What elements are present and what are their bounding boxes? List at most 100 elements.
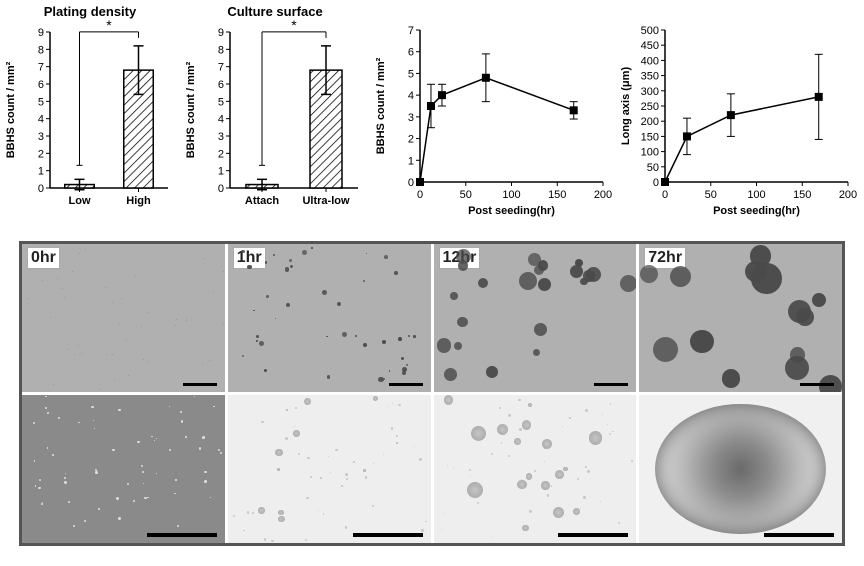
colony-blob [406, 364, 408, 366]
svg-text:9: 9 [218, 27, 224, 39]
svg-text:Post seeding(hr): Post seeding(hr) [713, 205, 800, 217]
plating-density-chart: Plating density 0123456789BBHS count / m… [0, 8, 180, 218]
svg-text:300: 300 [641, 86, 659, 98]
svg-text:7: 7 [38, 62, 44, 74]
culture-surface-chart: Culture surface 0123456789BBHS count / m… [180, 8, 370, 218]
colony-blob [457, 317, 467, 327]
colony-blob [259, 341, 264, 346]
svg-text:3: 3 [38, 131, 44, 143]
colony-blob [796, 308, 814, 326]
colony-blob [253, 310, 254, 311]
colony-blob [322, 290, 327, 295]
svg-text:6: 6 [218, 79, 224, 91]
colony-blob [620, 275, 636, 292]
svg-text:450: 450 [641, 40, 659, 52]
svg-text:Long axis (μm): Long axis (μm) [620, 67, 632, 146]
svg-text:*: * [106, 17, 112, 33]
colony-blob [311, 247, 312, 248]
colony-blob [286, 303, 290, 307]
colony-blob [575, 259, 583, 267]
colony-blob [256, 340, 258, 342]
colony-blob [408, 335, 410, 337]
scale-bar [147, 533, 217, 537]
colony-blob [256, 335, 259, 338]
colony-blob [538, 260, 548, 270]
colony-blob [289, 259, 292, 262]
micrograph-top-0: 0hr [22, 244, 225, 392]
svg-text:1: 1 [38, 166, 44, 178]
svg-text:5: 5 [408, 68, 414, 80]
svg-text:7: 7 [218, 62, 224, 74]
colony-blob [486, 366, 498, 378]
colony-blob [355, 335, 357, 337]
colony-blob [413, 335, 416, 338]
svg-text:400: 400 [641, 55, 659, 67]
culture-surface-svg: 0123456789BBHS count / mm²AttachUltra-lo… [180, 8, 370, 218]
longaxis-timecourse-chart: 0501001502002503003504004505000501001502… [615, 8, 860, 218]
svg-text:BBHS count / mm²: BBHS count / mm² [185, 61, 197, 158]
colony-blob [394, 271, 398, 275]
svg-text:High: High [126, 195, 151, 207]
colony-blob [384, 255, 388, 259]
svg-text:50: 50 [705, 189, 717, 201]
svg-text:Ultra-low: Ultra-low [302, 195, 350, 207]
svg-text:200: 200 [839, 189, 857, 201]
colony-blob [366, 253, 367, 254]
svg-text:3: 3 [408, 112, 414, 124]
svg-text:0: 0 [218, 183, 224, 195]
scale-bar [800, 383, 834, 386]
colony-blob [812, 293, 826, 307]
scale-bar [594, 383, 628, 386]
colony-blob [382, 340, 386, 344]
colony-blob [398, 337, 402, 341]
colony-blob [456, 249, 471, 264]
svg-text:0: 0 [653, 177, 659, 189]
colony-blob [450, 292, 458, 300]
colony-blob [444, 368, 457, 381]
svg-text:350: 350 [641, 71, 659, 83]
svg-text:9: 9 [38, 27, 44, 39]
colony-blob [454, 342, 462, 350]
count-timecourse-svg: 01234567050100150200BBHS count / mm²Post… [370, 8, 615, 218]
svg-text:*: * [291, 17, 297, 33]
colony-blob [533, 349, 541, 357]
chart-title: Plating density [0, 4, 180, 19]
colony-blob [363, 343, 367, 347]
micrograph-top-1: 1hr [228, 244, 431, 392]
svg-text:BBHS count / mm²: BBHS count / mm² [375, 57, 387, 154]
svg-text:BBHS count / mm²: BBHS count / mm² [5, 61, 17, 158]
colony-blob [302, 250, 307, 255]
colony-blob [534, 323, 548, 337]
svg-text:150: 150 [793, 189, 811, 201]
colony-blob [290, 265, 293, 268]
svg-text:200: 200 [641, 116, 659, 128]
svg-text:6: 6 [408, 47, 414, 59]
colony-blob [402, 371, 406, 375]
colony-blob [538, 278, 551, 291]
micrograph-panel: 0hr 1hr 12hr 72hr [19, 241, 845, 546]
colony-blob [264, 369, 267, 372]
colony-blob [640, 265, 658, 283]
colony-blob [401, 357, 404, 360]
colony-blob [337, 302, 341, 306]
svg-text:2: 2 [408, 134, 414, 146]
svg-text:150: 150 [548, 189, 566, 201]
micrograph-bottom-1 [228, 395, 431, 543]
svg-text:0: 0 [38, 183, 44, 195]
micrograph-time-label: 0hr [27, 247, 60, 269]
micrograph-bottom-0 [22, 395, 225, 543]
colony-blob [273, 254, 275, 256]
colony-blob [326, 336, 328, 338]
svg-text:100: 100 [641, 147, 659, 159]
scale-bar [558, 533, 628, 537]
colony-blob [690, 330, 714, 354]
colony-blob [265, 261, 268, 264]
svg-text:0: 0 [662, 189, 668, 201]
svg-text:4: 4 [38, 114, 44, 126]
svg-text:500: 500 [641, 25, 659, 37]
colony-blob [570, 265, 583, 278]
svg-text:1: 1 [408, 155, 414, 167]
svg-text:3: 3 [218, 131, 224, 143]
colony-blob [785, 356, 809, 380]
colony-blob [327, 375, 330, 378]
